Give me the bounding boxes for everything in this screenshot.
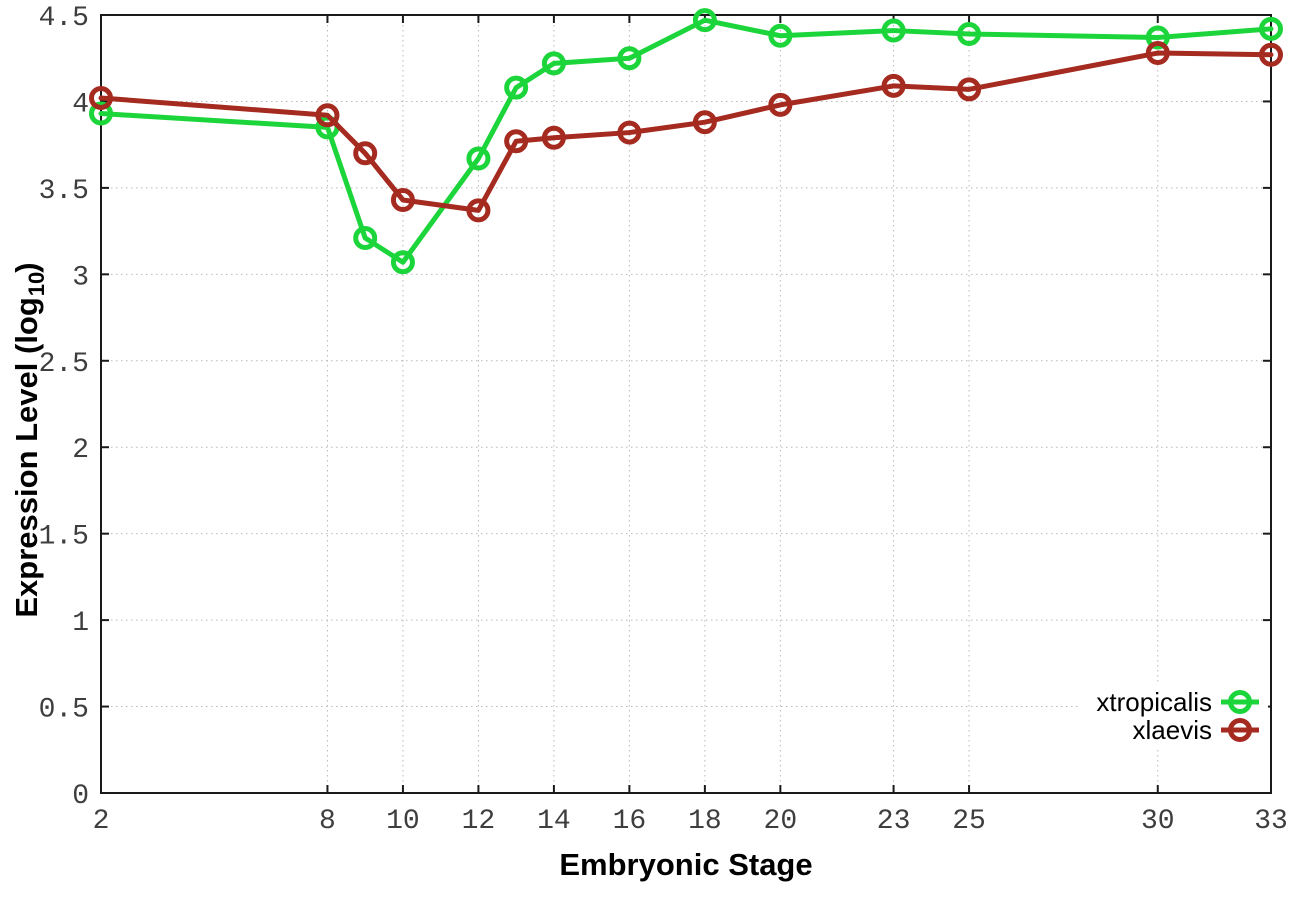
data-point — [1145, 41, 1170, 66]
y-axis-label-text: Expression Level (log — [9, 297, 44, 618]
y-tick-label: 2.5 — [39, 349, 89, 380]
data-point — [466, 146, 491, 171]
legend-item-xlaevis: xlaevis — [1133, 715, 1259, 745]
data-point — [881, 73, 906, 98]
x-tick-label: 20 — [764, 806, 798, 837]
data-point — [353, 141, 378, 166]
y-axis-label: Expression Level (log10) — [9, 262, 49, 618]
data-point — [315, 103, 340, 128]
x-tick-label: 23 — [877, 806, 911, 837]
data-point — [1259, 16, 1283, 41]
data-point — [353, 226, 378, 251]
data-point — [881, 18, 906, 43]
x-tick-label: 16 — [613, 806, 647, 837]
tick-marks — [100, 14, 1272, 794]
series-markers-xlaevis — [89, 41, 1283, 223]
x-tick-label: 2 — [93, 806, 110, 837]
data-point — [768, 92, 793, 117]
grid — [100, 14, 1272, 794]
data-point — [768, 23, 793, 48]
x-tick-label: 14 — [537, 806, 571, 837]
data-point — [692, 8, 717, 33]
y-tick-label: 3.5 — [39, 176, 89, 207]
data-point — [390, 187, 415, 212]
data-point — [89, 85, 113, 110]
x-tick-label: 33 — [1254, 806, 1288, 837]
y-tick-label: 0.5 — [39, 695, 89, 726]
data-point — [541, 51, 566, 76]
y-tick-label: 4 — [72, 89, 89, 120]
plot-border — [100, 14, 1272, 794]
x-tick-label: 25 — [952, 806, 986, 837]
series-line-xtropicalis — [98, 17, 1274, 265]
series-line-xlaevis — [98, 50, 1274, 213]
data-point — [1145, 25, 1170, 50]
data-point — [466, 198, 491, 223]
series-markers-xtropicalis — [89, 8, 1283, 275]
legend-item-xtropicalis: xtropicalis — [1096, 687, 1259, 717]
legend-sample-marker — [1228, 690, 1252, 714]
data-point — [390, 250, 415, 275]
data-point — [504, 129, 529, 154]
data-point — [89, 101, 113, 126]
data-point — [617, 46, 642, 71]
data-point — [617, 120, 642, 145]
x-tick-label: 18 — [688, 806, 722, 837]
legend-label: xtropicalis — [1096, 687, 1212, 717]
data-point — [692, 110, 717, 135]
y-tick-label: 3 — [72, 262, 89, 293]
legend-label: xlaevis — [1133, 715, 1212, 745]
data-point — [1259, 42, 1283, 67]
legend-sample-marker — [1228, 718, 1252, 742]
y-axis-label-subscript: 10 — [24, 271, 49, 297]
x-tick-label: 10 — [386, 806, 420, 837]
y-tick-label: 1.5 — [39, 522, 89, 553]
y-tick-label: 1 — [72, 608, 89, 639]
y-tick-label: 4.5 — [39, 3, 89, 34]
y-tick-label: 2 — [72, 435, 89, 466]
y-tick-label: 0 — [72, 781, 89, 812]
data-point — [957, 22, 982, 47]
x-tick-label: 30 — [1141, 806, 1175, 837]
x-tick-label: 8 — [319, 806, 336, 837]
x-axis-label: Embryonic Stage — [559, 847, 813, 882]
data-point — [957, 77, 982, 102]
data-point — [504, 75, 529, 100]
data-point — [541, 125, 566, 150]
x-tick-label: 12 — [462, 806, 496, 837]
